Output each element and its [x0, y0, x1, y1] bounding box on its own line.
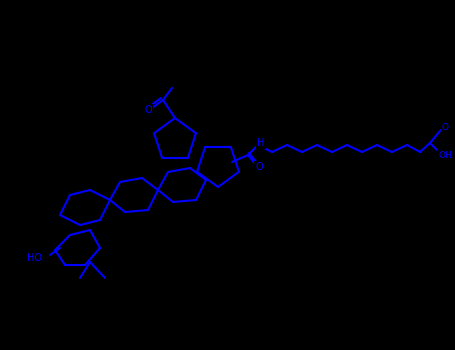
- Text: O: O: [441, 122, 449, 132]
- Text: O: O: [255, 162, 263, 172]
- Text: O: O: [144, 105, 152, 115]
- Text: OH: OH: [438, 150, 452, 160]
- Text: H: H: [258, 138, 265, 148]
- Text: HO: HO: [27, 253, 42, 263]
